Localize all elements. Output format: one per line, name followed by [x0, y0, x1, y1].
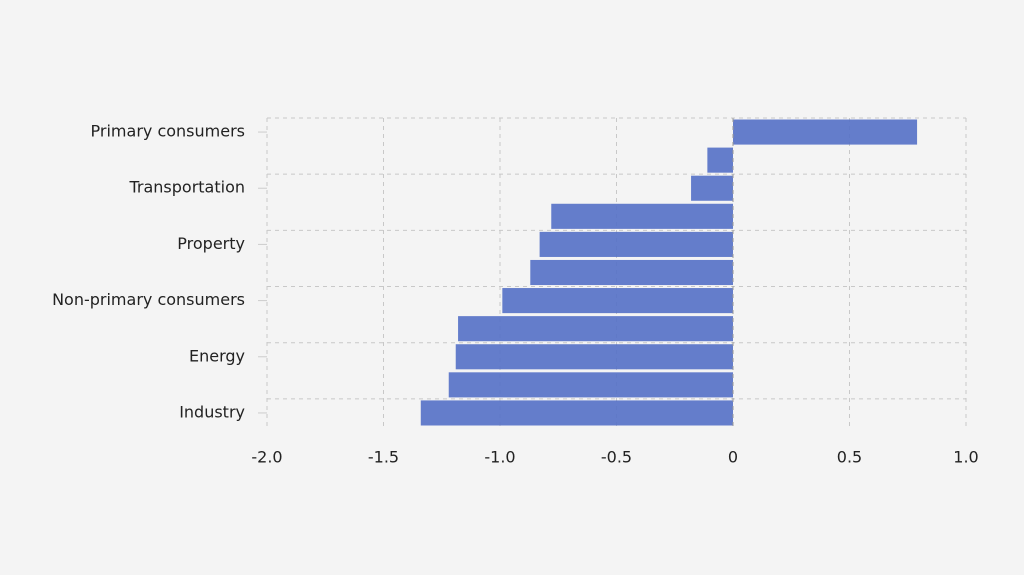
- y-tick-label: Primary consumers: [91, 122, 245, 141]
- bar: [691, 175, 733, 201]
- x-tick-label: 1.0: [953, 448, 978, 467]
- bar: [733, 119, 918, 145]
- x-tick-label: -1.0: [484, 448, 515, 467]
- bar: [448, 372, 733, 398]
- x-tick-label: -0.5: [601, 448, 632, 467]
- y-tick-label: Industry: [179, 402, 245, 421]
- y-tick-label: Energy: [189, 346, 245, 365]
- y-tick-label: Property: [177, 234, 245, 253]
- bar: [530, 259, 733, 286]
- bar: [420, 400, 733, 426]
- bar: [458, 316, 733, 342]
- x-tick-label: 0: [728, 448, 738, 467]
- x-tick-label: 0.5: [837, 448, 862, 467]
- bar: [502, 288, 733, 314]
- bar: [707, 147, 733, 173]
- bar: [551, 203, 733, 229]
- y-tick-label: Transportation: [128, 178, 245, 197]
- y-tick-label: Non-primary consumers: [52, 290, 245, 309]
- x-tick-label: -2.0: [251, 448, 282, 467]
- bar: [539, 231, 733, 257]
- x-tick-label: -1.5: [368, 448, 399, 467]
- bar: [455, 344, 733, 370]
